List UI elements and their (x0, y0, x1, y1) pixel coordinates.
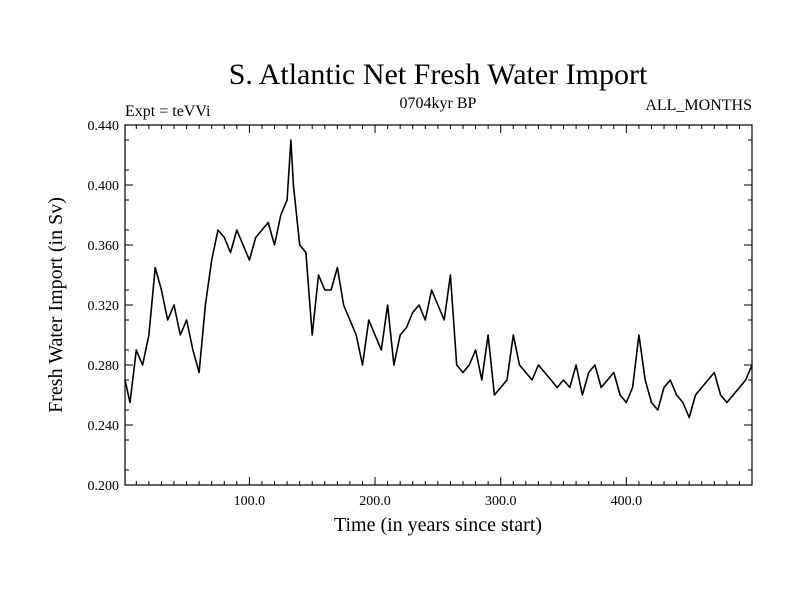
y-axis-label: Fresh Water Import (in Sv) (45, 197, 67, 413)
y-tick-label: 0.280 (88, 359, 120, 374)
x-tick-label: 300.0 (485, 494, 517, 509)
months-label: ALL_MONTHS (645, 97, 752, 114)
y-tick-label: 0.240 (88, 419, 120, 434)
series-line-0 (124, 139, 753, 419)
y-tick-label: 0.400 (88, 179, 120, 194)
experiment-label: Expt = teVVi (125, 103, 211, 120)
x-tick-label: 100.0 (234, 494, 266, 509)
y-tick-label: 0.440 (88, 119, 120, 134)
x-tick-label: 200.0 (359, 494, 391, 509)
y-tick-label: 0.200 (88, 479, 120, 494)
x-tick-label: 400.0 (611, 494, 643, 509)
plot-area: 0.200 0.240 0.280 0.320 0.360 0.400 0.440 100.0… (88, 119, 753, 509)
period-label: 0704kyr BP (400, 95, 477, 112)
y-tick-label: 0.360 (88, 239, 120, 254)
chart-title: S. Atlantic Net Fresh Water Import (229, 58, 648, 91)
x-axis-label: Time (in years since start) (334, 514, 542, 536)
y-tick-label: 0.320 (88, 299, 120, 314)
